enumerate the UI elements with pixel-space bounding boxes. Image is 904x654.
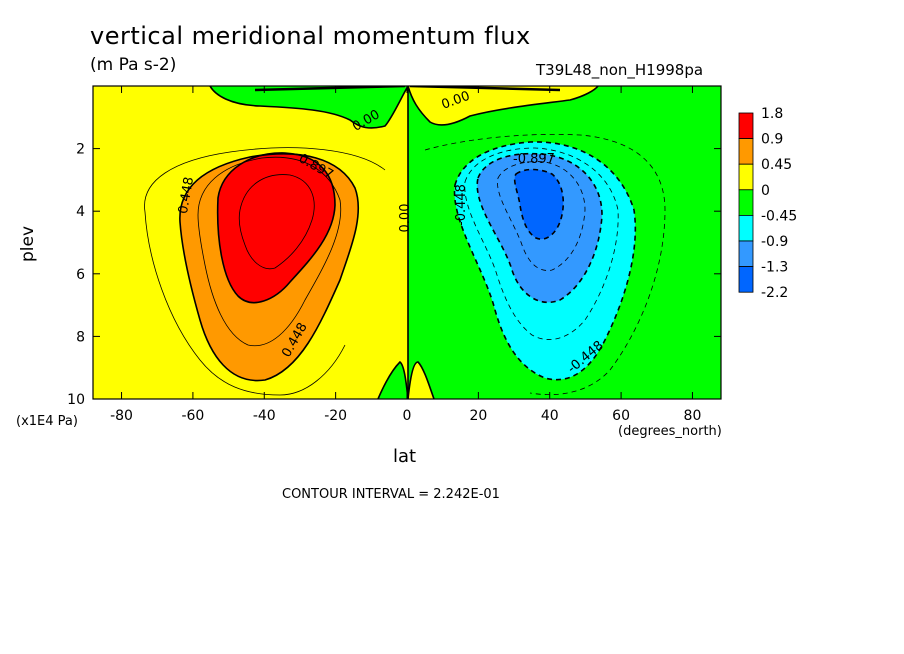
positive-lobe-red	[217, 152, 335, 303]
x-tick-label: 0	[403, 408, 412, 424]
contour-label: -0.448	[454, 184, 469, 226]
y-tick-label: 10	[67, 392, 85, 408]
y-tick-label: 4	[76, 204, 85, 220]
y-axis-unit: (x1E4 Pa)	[16, 414, 78, 429]
x-tick-label: -60	[181, 408, 204, 424]
colorbar-label: -2.2	[761, 285, 788, 301]
y-tick-label: 2	[76, 142, 85, 158]
colorbar-swatch	[738, 138, 754, 165]
contour-interval: CONTOUR INTERVAL = 2.242E-01	[282, 487, 500, 502]
positive-cap	[408, 86, 598, 125]
colorbar-label: -0.9	[761, 234, 788, 250]
contour-fill	[93, 86, 721, 399]
surface-tongue-positive	[408, 362, 434, 399]
y-tick-label: 8	[76, 329, 85, 345]
chart-units: (m Pa s-2)	[90, 55, 177, 75]
x-axis-ticks: -80 -60 -40 -20 0 20 40 60 80	[110, 86, 701, 424]
run-name: T39L48_non_H1998pa	[536, 61, 704, 79]
y-tick-label: 6	[76, 267, 85, 283]
positive-contours	[144, 147, 386, 396]
x-tick-label: -40	[253, 408, 276, 424]
contour-label: -0.897	[513, 152, 555, 167]
x-tick-label: 80	[684, 408, 702, 424]
x-tick-label: 60	[612, 408, 630, 424]
x-axis-label: lat	[393, 446, 417, 467]
colorbar-label: 0.9	[761, 132, 783, 148]
colorbar-swatch	[738, 240, 754, 268]
colorbar: 1.8 0.9 0.45 0 -0.45 -0.9 -1.3 -2.2	[738, 106, 797, 301]
x-tick-label: -20	[324, 408, 347, 424]
colorbar-label: -0.45	[761, 208, 797, 224]
zero-contour	[209, 86, 599, 399]
contour-label: 0.448	[176, 176, 197, 215]
chart-title: vertical meridional momentum flux	[90, 22, 531, 50]
x-tick-label: 20	[469, 408, 487, 424]
negative-contours	[424, 133, 666, 396]
x-axis-unit: (degrees_north)	[618, 424, 722, 439]
x-tick-label: 40	[541, 408, 559, 424]
colorbar-swatch	[738, 214, 754, 242]
contour-label: 0.00	[398, 204, 413, 233]
x-tick-label: -80	[110, 408, 133, 424]
negative-cap	[210, 86, 408, 128]
colorbar-label: 0.45	[761, 157, 792, 173]
colorbar-label: 0	[761, 183, 770, 199]
colorbar-label: -1.3	[761, 260, 788, 276]
y-axis-ticks: 2 4 6 8 10	[67, 142, 721, 408]
colorbar-label: 1.8	[761, 106, 783, 122]
colorbar-swatch	[738, 266, 754, 293]
surface-tongue-negative	[378, 362, 408, 399]
colorbar-swatch	[738, 163, 754, 191]
negative-lobe-core	[514, 169, 564, 240]
colorbar-swatch	[738, 189, 754, 216]
colorbar-swatch	[738, 112, 754, 140]
